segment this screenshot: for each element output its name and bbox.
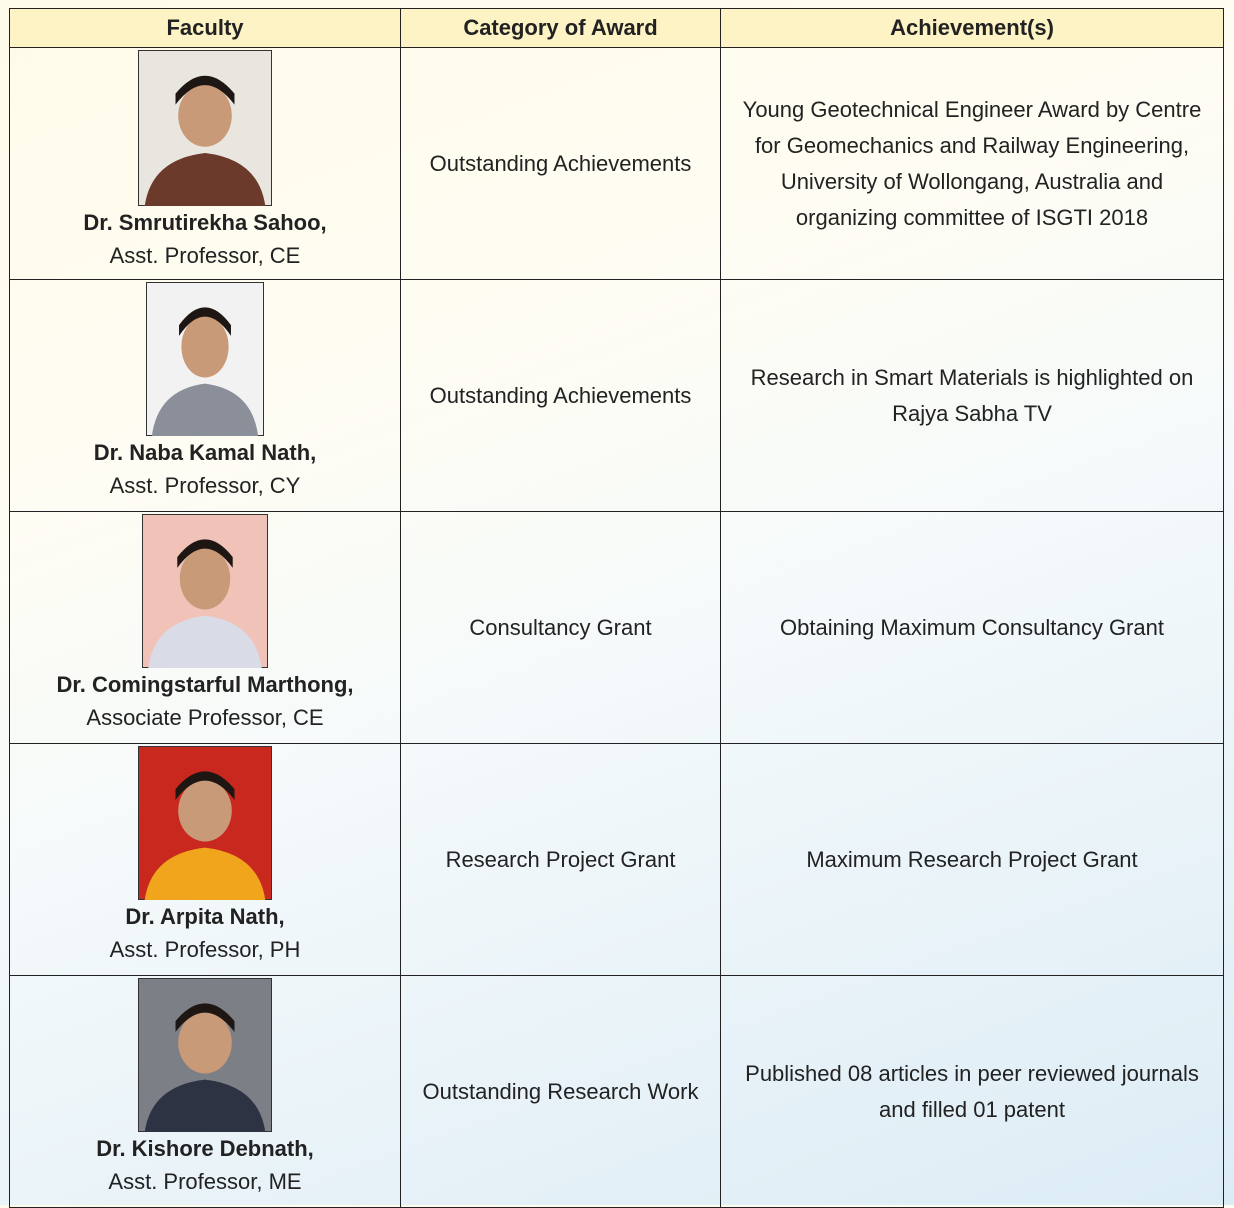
faculty-cell: Dr. Arpita Nath, Asst. Professor, PH <box>9 743 401 976</box>
faculty-designation: Asst. Professor, ME <box>108 1169 302 1194</box>
table-row: Dr. Arpita Nath, Asst. Professor, PH Resea… <box>9 743 1224 976</box>
faculty-cell: Dr. Smrutirekha Sahoo, Asst. Professor, C… <box>9 47 401 280</box>
column-header: Faculty <box>9 8 401 48</box>
table-row: Dr. Kishore Debnath, Asst. Professor, ME O… <box>9 975 1224 1208</box>
faculty-photo <box>138 978 272 1132</box>
achievement: Research in Smart Materials is highlight… <box>720 279 1224 512</box>
faculty-name: Dr. Smrutirekha Sahoo, <box>83 210 327 235</box>
faculty-cell: Dr. Naba Kamal Nath, Asst. Professor, CY <box>9 279 401 512</box>
achievement: Maximum Research Project Grant <box>720 743 1224 976</box>
faculty-designation: Asst. Professor, CE <box>109 243 301 268</box>
column-header: Category of Award <box>400 8 721 48</box>
faculty-name: Dr. Kishore Debnath, <box>96 1136 314 1161</box>
faculty-designation: Associate Professor, CE <box>86 705 324 730</box>
faculty-photo <box>138 746 272 900</box>
table-row: Dr. Smrutirekha Sahoo, Asst. Professor, C… <box>9 47 1224 280</box>
faculty-name: Dr. Naba Kamal Nath, <box>93 440 317 465</box>
faculty-photo <box>146 282 264 436</box>
faculty-name: Dr. Comingstarful Marthong, <box>56 672 354 697</box>
award-category: Consultancy Grant <box>400 511 721 744</box>
table-row: Dr. Comingstarful Marthong, Associate Pro… <box>9 511 1224 744</box>
faculty-cell: Dr. Comingstarful Marthong, Associate Pro… <box>9 511 401 744</box>
achievement: Obtaining Maximum Consultancy Grant <box>720 511 1224 744</box>
table-row: Dr. Naba Kamal Nath, Asst. Professor, CY O… <box>9 279 1224 512</box>
faculty-cell: Dr. Kishore Debnath, Asst. Professor, ME <box>9 975 401 1208</box>
award-category: Outstanding Achievements <box>400 279 721 512</box>
header-row: Faculty Category of Award Achievement(s) <box>9 8 1224 48</box>
faculty-designation: Asst. Professor, PH <box>109 937 301 962</box>
achievement: Young Geotechnical Engineer Award by Cen… <box>720 47 1224 280</box>
achievement: Published 08 articles in peer reviewed j… <box>720 975 1224 1208</box>
award-category: Research Project Grant <box>400 743 721 976</box>
faculty-designation: Asst. Professor, CY <box>109 473 301 498</box>
faculty-photo <box>142 514 268 668</box>
table-body: Dr. Smrutirekha Sahoo, Asst. Professor, C… <box>9 47 1224 1208</box>
award-category: Outstanding Research Work <box>400 975 721 1208</box>
faculty-name: Dr. Arpita Nath, <box>125 904 285 929</box>
column-header: Achievement(s) <box>720 8 1224 48</box>
awards-table: Faculty Category of Award Achievement(s) D… <box>9 8 1224 1208</box>
award-category: Outstanding Achievements <box>400 47 721 280</box>
faculty-photo <box>138 50 272 206</box>
